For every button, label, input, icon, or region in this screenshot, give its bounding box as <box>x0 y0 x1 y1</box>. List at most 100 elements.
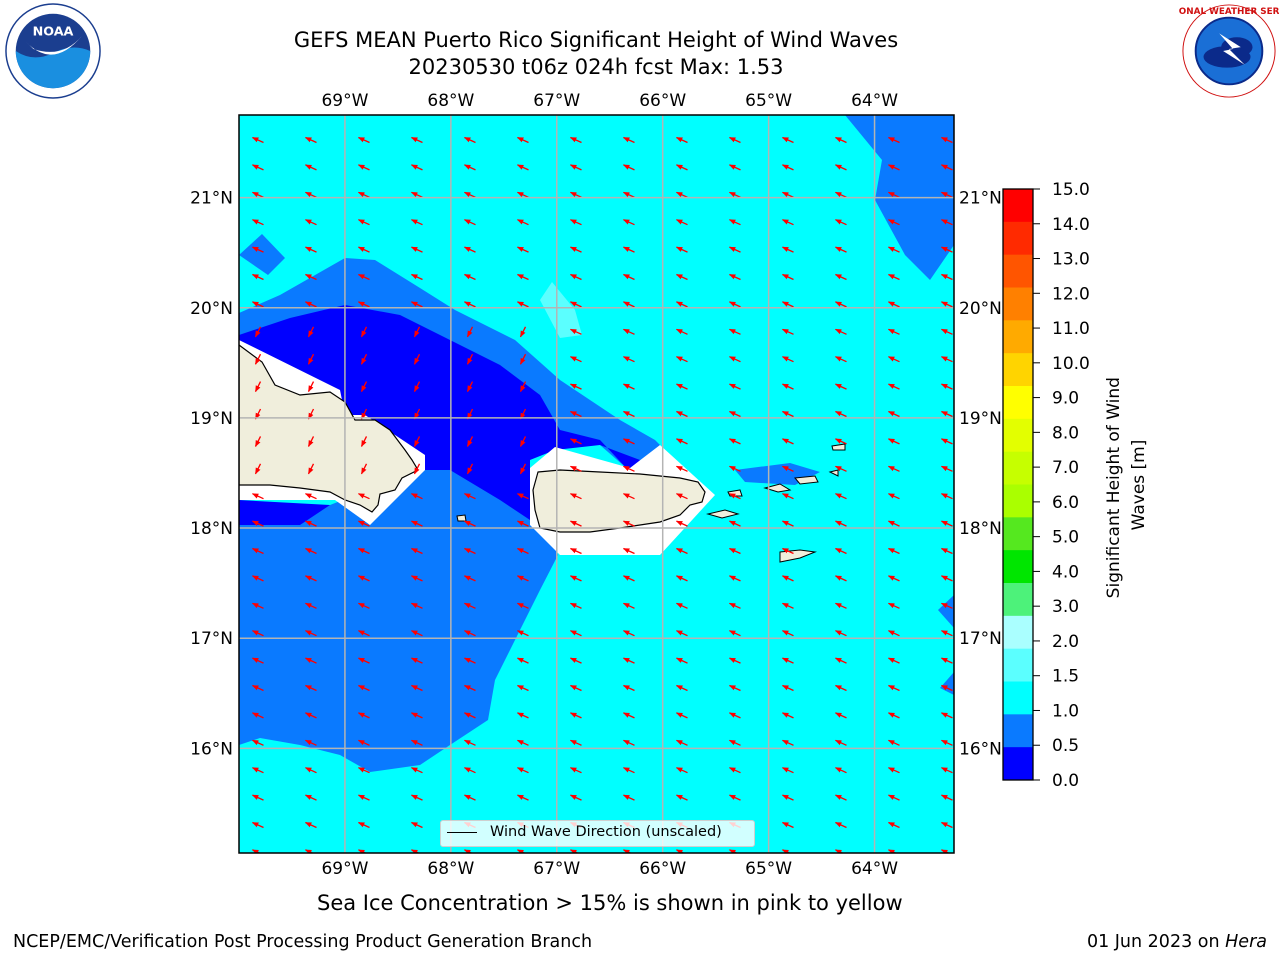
wind-arrow <box>940 657 953 664</box>
wind-arrow <box>675 794 688 801</box>
wind-arrow <box>622 164 635 171</box>
colorbar-segment <box>1003 353 1033 387</box>
legend-swatch <box>447 832 477 833</box>
wind-arrow <box>622 356 635 363</box>
wind-arrow <box>569 191 582 198</box>
wind-arrow <box>675 520 688 527</box>
colorbar-segment <box>1003 484 1033 518</box>
wind-arrow <box>569 410 582 418</box>
wind-arrow <box>728 301 741 308</box>
colorbar-tick-label: 15.0 <box>1052 180 1090 200</box>
wind-arrow <box>940 438 953 445</box>
map-area <box>239 115 954 853</box>
wind-arrow <box>940 767 953 774</box>
wind-arrow <box>781 164 794 171</box>
wind-arrow <box>728 575 741 582</box>
wind-arrow <box>254 463 262 475</box>
wind-arrow <box>466 381 474 393</box>
lon-tick-label-top: 67°W <box>533 91 580 111</box>
wind-arrow <box>887 602 900 609</box>
wind-arrow <box>569 794 582 801</box>
land-vieques <box>706 509 740 519</box>
wind-arrow <box>463 191 476 198</box>
wind-arrow <box>940 164 953 171</box>
wind-arrow <box>357 136 370 144</box>
wind-arrow <box>463 136 476 144</box>
wind-arrow <box>410 273 423 281</box>
colorbar-tick-label: 0.0 <box>1052 771 1079 791</box>
wave-band-0.0-0.5-east <box>239 500 330 525</box>
wind-arrow <box>516 246 529 253</box>
lat-tick-label-right: 18°N <box>959 519 1002 539</box>
wind-arrow <box>781 273 794 281</box>
wind-arrow <box>251 684 264 692</box>
wind-arrow <box>887 191 900 198</box>
wind-arrow <box>834 301 847 308</box>
wind-arrow <box>887 630 900 637</box>
wind-arrow <box>463 301 476 308</box>
wind-arrow <box>728 410 741 418</box>
wind-arrow <box>251 602 264 609</box>
wind-arrow <box>834 219 847 226</box>
wind-arrow <box>516 630 529 637</box>
wind-arrow <box>834 438 847 445</box>
wind-arrow <box>410 164 423 171</box>
wind-arrow <box>728 520 741 527</box>
wind-arrow <box>675 246 688 253</box>
wind-arrow <box>781 493 794 500</box>
wind-arrow <box>410 684 423 692</box>
wind-arrow <box>781 136 794 144</box>
colorbar: 15.0 14.0 13.0 12.0 11.0 10.0 9.0 8.0 7.0 6.0 5.0 4… <box>1002 180 1090 791</box>
wind-arrow <box>834 493 847 500</box>
footer-branch: NCEP/EMC/Verification Post Processing Pr… <box>13 932 593 952</box>
lat-tick-label-left: 17°N <box>190 629 233 649</box>
wind-arrow <box>940 712 953 719</box>
lat-tick-label-left: 18°N <box>190 519 233 539</box>
wind-arrow <box>304 739 317 746</box>
lon-tick-label-bottom: 65°W <box>745 859 792 879</box>
colorbar-segment <box>1003 747 1033 781</box>
wind-arrow <box>781 356 794 363</box>
wind-arrow <box>304 712 317 719</box>
wind-arrow <box>251 301 264 308</box>
wind-arrow <box>781 191 794 198</box>
wind-arrow <box>516 520 529 527</box>
colorbar-segment <box>1003 517 1033 551</box>
wind-arrow <box>304 821 317 829</box>
wind-arrow <box>516 712 529 719</box>
wind-arrow <box>675 712 688 719</box>
wind-arrow <box>781 547 794 555</box>
wind-arrow <box>887 246 900 253</box>
lat-tick-label-right: 19°N <box>959 409 1002 429</box>
lat-tick-label-left: 19°N <box>190 409 233 429</box>
wind-arrow <box>307 326 315 338</box>
wind-arrow <box>466 353 474 365</box>
land-anegada <box>831 443 846 451</box>
wind-arrow <box>887 712 900 719</box>
colorbar-tick-label: 1.5 <box>1052 667 1079 687</box>
wind-arrow <box>887 547 900 555</box>
wind-arrow <box>569 712 582 719</box>
wind-arrow <box>887 794 900 801</box>
wind-arrow <box>516 136 529 144</box>
wind-arrow <box>569 356 582 363</box>
wind-arrow <box>569 301 582 308</box>
wind-arrow <box>728 602 741 609</box>
wind-arrow <box>410 520 423 527</box>
wind-arrow <box>622 657 635 664</box>
wind-arrow <box>466 436 474 447</box>
wind-arrow <box>569 520 582 527</box>
wind-arrow <box>516 493 529 500</box>
wind-arrow <box>622 219 635 226</box>
wind-arrow <box>304 602 317 609</box>
wind-arrow <box>251 520 264 527</box>
wind-arrow <box>410 657 423 664</box>
wind-arrow <box>413 463 421 475</box>
wind-arrow <box>463 273 476 281</box>
wind-arrow <box>463 219 476 226</box>
wind-arrow <box>304 547 317 555</box>
wind-arrow <box>834 657 847 664</box>
wind-arrow <box>410 547 423 555</box>
colorbar-tick-label: 14.0 <box>1052 215 1090 235</box>
wind-arrow <box>887 219 900 226</box>
